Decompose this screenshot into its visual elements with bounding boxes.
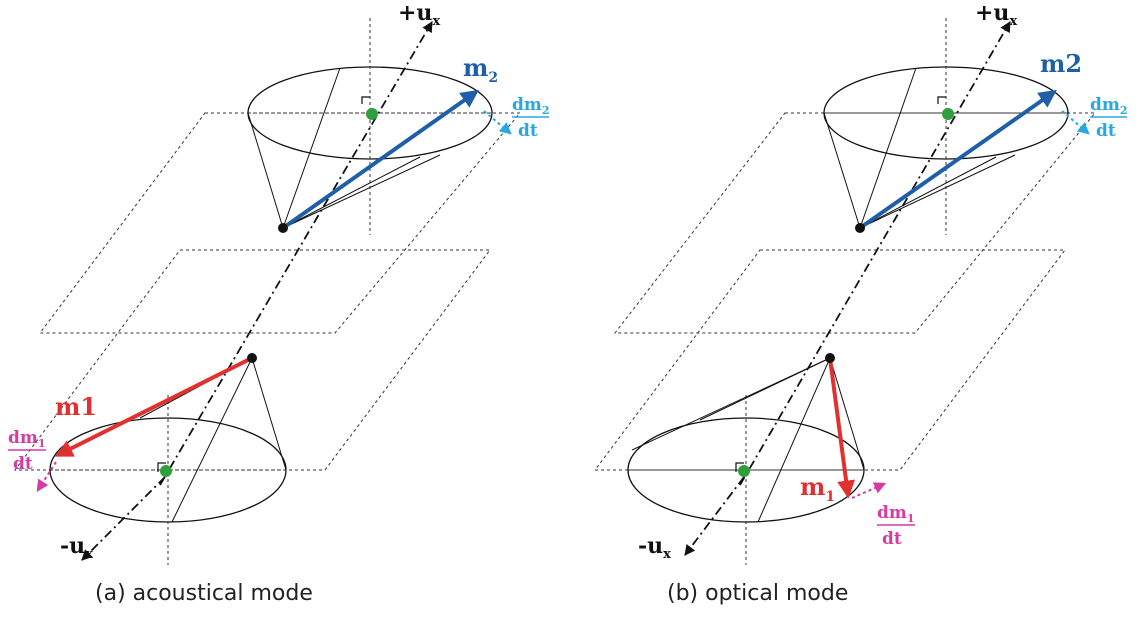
panel-a: +ux -ux m2 dm2 dt m1 dm1 dt (a) acoustic…: [8, 0, 550, 606]
svg-text:dm2: dm2: [1090, 95, 1128, 117]
axis-minus-label: -ux: [60, 533, 93, 562]
dm1-dt-vector: [36, 461, 57, 493]
dm1-dt-vector: [851, 482, 887, 499]
top-cone: [823, 18, 1069, 235]
bottom-cone-center-dot: [738, 465, 750, 477]
svg-text:dm2: dm2: [512, 95, 550, 117]
svg-text:dt: dt: [518, 121, 538, 141]
m1-label: m1: [55, 392, 97, 421]
svg-text:dm1: dm1: [8, 428, 46, 450]
top-cone-apex: [278, 223, 288, 233]
svg-text:dt: dt: [13, 454, 33, 474]
m2-vector: [281, 89, 479, 230]
top-cone-center-dot: [366, 108, 378, 120]
upper-plane: [39, 112, 522, 334]
caption-b: (b) optical mode: [667, 581, 848, 606]
ux-axis: [159, 21, 433, 486]
lower-plane: [14, 249, 491, 471]
m1-vector: [54, 356, 253, 457]
svg-text:dt: dt: [1096, 121, 1116, 141]
dm1-dt-label: dm1 dt: [877, 503, 915, 549]
caption-a: (a) acoustical mode: [95, 581, 313, 606]
bottom-cone-apex: [247, 353, 257, 363]
bottom-cone: [49, 357, 287, 565]
bottom-cone-apex: [825, 353, 835, 363]
bottom-cone: [627, 357, 865, 565]
dm2-dt-label: dm2 dt: [512, 95, 550, 141]
ux-axis-negative: [81, 476, 166, 561]
m2-vector: [858, 89, 1057, 230]
m2-label: m2: [1040, 49, 1082, 78]
upper-plane: [613, 112, 1097, 334]
panel-b: +ux -ux m2 dm2 dt m1 dm1 dt (b) optical …: [594, 0, 1128, 606]
axis-minus-label: -ux: [638, 533, 671, 562]
axis-plus-label: +ux: [975, 0, 1017, 29]
top-cone-apex: [855, 223, 865, 233]
ux-axis-negative: [684, 476, 745, 556]
axis-plus-label: +ux: [398, 0, 440, 29]
m1-label: m1: [800, 472, 835, 505]
top-cone: [247, 18, 493, 235]
m2-label: m2: [463, 53, 498, 86]
svg-text:dm1: dm1: [877, 503, 915, 525]
m1-vector: [828, 357, 856, 499]
svg-text:dt: dt: [882, 529, 902, 549]
bottom-cone-center-dot: [160, 465, 172, 477]
dm1-dt-label: dm1 dt: [8, 428, 46, 474]
ux-axis: [739, 21, 1011, 486]
top-cone-center-dot: [942, 108, 954, 120]
dm2-dt-label: dm2 dt: [1090, 95, 1128, 141]
